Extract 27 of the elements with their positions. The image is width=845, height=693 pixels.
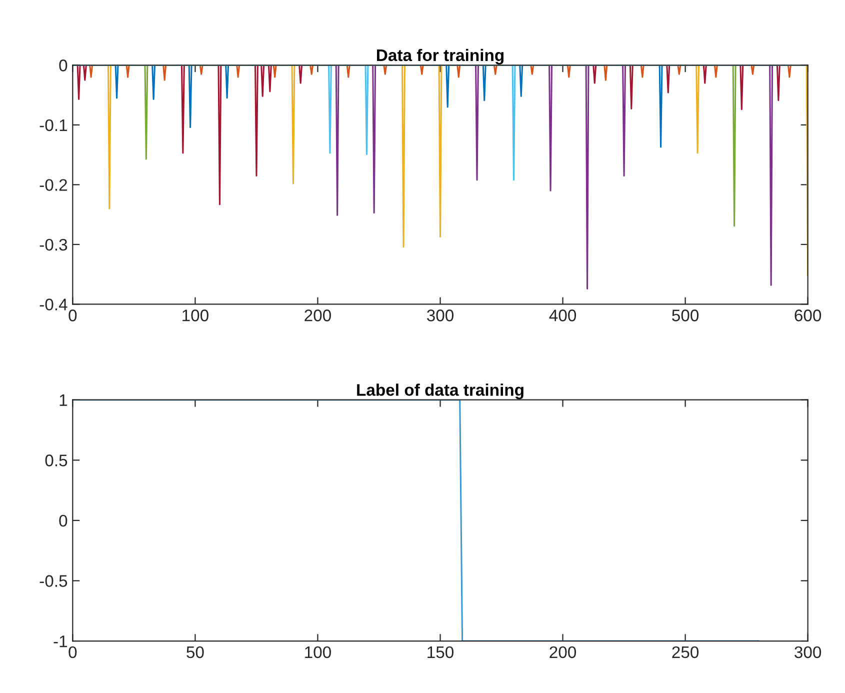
y-tick-label: 1 <box>60 394 67 406</box>
y-tick-label: 0 <box>59 514 68 527</box>
y-tick-label: -0.2 <box>40 179 67 191</box>
x-tick-label: 100 <box>305 646 331 658</box>
x-tick-label: 300 <box>794 646 822 658</box>
x-tick-label: 0 <box>68 646 77 658</box>
y-tick-label: -1 <box>54 636 67 648</box>
x-tick-label: 200 <box>550 646 576 658</box>
x-tick-label: 0 <box>68 310 77 322</box>
y-tick-label: 0.5 <box>45 454 68 466</box>
x-tick-label: 250 <box>672 646 699 658</box>
y-tick-label: -0.5 <box>40 575 68 587</box>
chart-title: Label of data training <box>357 384 524 400</box>
x-tick-label: 50 <box>186 646 204 658</box>
x-tick-label: 200 <box>304 310 331 322</box>
y-tick-label: -0.1 <box>40 119 67 132</box>
x-tick-label: 600 <box>794 310 822 322</box>
x-tick-label: 100 <box>182 310 208 322</box>
y-tick-label: -0.3 <box>40 238 68 251</box>
x-tick-label: 150 <box>428 646 454 658</box>
y-tick-label: -0.4 <box>40 298 68 310</box>
x-tick-label: 400 <box>549 310 576 322</box>
line-series <box>335 65 774 290</box>
y-tick-label: 0 <box>59 60 68 72</box>
x-tick-label: 300 <box>426 310 454 322</box>
x-tick-label: 500 <box>672 310 699 322</box>
chart-title: Data for training <box>377 48 504 65</box>
